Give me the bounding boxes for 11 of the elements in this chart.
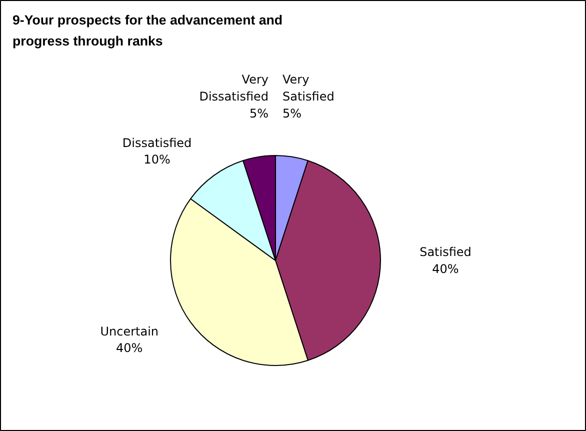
data-label: 10%	[144, 152, 170, 167]
data-label: 5%	[282, 106, 302, 120]
data-label: 40%	[432, 262, 459, 276]
slice-label: Uncertain	[100, 324, 159, 338]
data-label: 40%	[116, 341, 143, 356]
slice-label: Very Satisfied	[282, 72, 334, 104]
data-label: 5%	[249, 106, 269, 120]
slice-label: Dissatisfied	[122, 136, 192, 150]
slice-label: Satisfied	[420, 245, 472, 260]
chart-title: 9-Your prospects for the advancement and progress through ranks	[12, 12, 283, 48]
slice-label: Very Dissatisfied	[199, 72, 269, 104]
